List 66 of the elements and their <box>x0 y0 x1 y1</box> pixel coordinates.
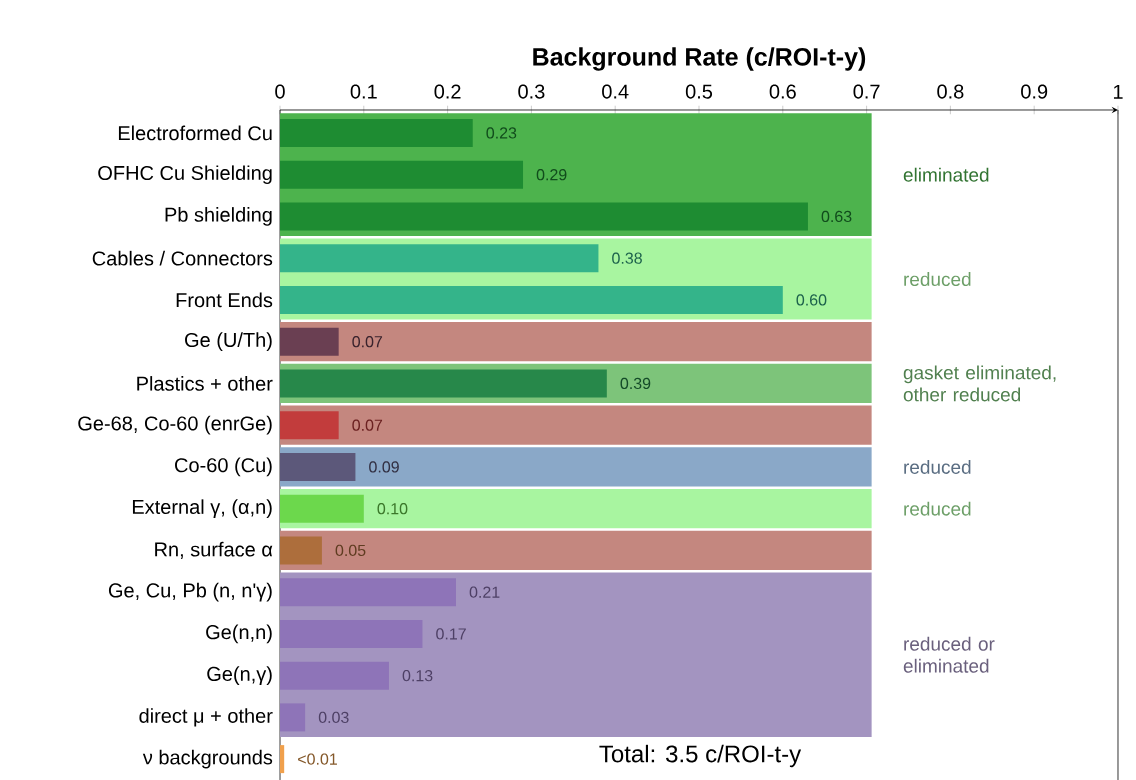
y-tick-label: Rn, surface α <box>155 541 273 559</box>
bar <box>280 536 322 565</box>
bar <box>280 411 339 440</box>
bar <box>280 160 524 189</box>
bar <box>280 578 456 607</box>
data-label: 0.10 <box>377 503 408 515</box>
y-tick-label: Ge-68, Co-60 (enrGe) <box>78 415 272 435</box>
x-tick-label: 0.3 <box>518 84 545 99</box>
data-label: 0.05 <box>335 544 366 557</box>
band-label: reduced <box>904 501 971 516</box>
x-tick-label: 1 <box>1113 84 1123 99</box>
y-tick-label: External γ, (α,n) <box>132 499 272 518</box>
x-tick-label: 0.9 <box>1021 84 1048 99</box>
data-label: 0.09 <box>369 461 399 473</box>
y-tick-label: Electroformed Cu <box>118 125 272 141</box>
y-tick-label: Pb shielding <box>165 207 272 226</box>
y-tick-label: Front Ends <box>176 292 273 308</box>
data-label: 0.21 <box>469 586 500 598</box>
y-tick-label: Ge (U/Th) <box>185 332 272 351</box>
band-label: reduced <box>904 459 971 474</box>
x-tick-label: 0 <box>275 84 285 99</box>
y-tick-label: Ge(n,n) <box>206 624 272 644</box>
x-tick-label: 0.1 <box>350 84 377 99</box>
bar <box>280 745 285 774</box>
bar <box>280 494 364 523</box>
y-tick-label: ν backgrounds <box>142 749 273 769</box>
bar <box>280 244 599 273</box>
data-label: 0.60 <box>796 294 827 306</box>
data-label: 0.17 <box>436 628 466 640</box>
bar <box>280 703 306 732</box>
bar <box>280 118 473 147</box>
y-tick-label: Ge, Cu, Pb (n, n'γ) <box>108 582 272 602</box>
data-label: 0.07 <box>352 336 383 348</box>
data-label: 0.39 <box>620 377 651 390</box>
band-label: gasket eliminated, other reduced <box>903 365 1056 402</box>
band-label: reduced or eliminated <box>903 636 995 673</box>
bar <box>280 661 389 690</box>
data-label: 0.38 <box>612 252 642 264</box>
band-label: reduced <box>904 272 971 287</box>
x-tick-label: 0.2 <box>434 84 461 99</box>
y-tick-label: OFHC Cu Shielding <box>98 165 272 185</box>
data-label: 0.13 <box>402 669 433 682</box>
x-axis-title: Background Rate (c/ROI-t-y) <box>533 47 866 71</box>
band-label: eliminated <box>903 167 989 182</box>
data-label: 0.29 <box>536 169 567 181</box>
x-tick-label: 0.6 <box>769 84 796 99</box>
x-tick-label: 0.5 <box>685 84 713 99</box>
data-label: <0.01 <box>298 753 337 765</box>
x-tick-label: 0.8 <box>937 84 964 99</box>
data-label: 0.07 <box>352 419 383 431</box>
x-tick-label: 0.7 <box>853 84 880 99</box>
bar <box>280 619 423 648</box>
data-label: 0.03 <box>318 711 349 724</box>
y-tick-label: Cables / Connectors <box>92 250 273 266</box>
bar <box>280 202 808 231</box>
annotation: Total: 3.5 c/ROI-t-y <box>599 744 802 768</box>
x-tick-label: 0.4 <box>602 84 629 99</box>
y-tick-label: Ge(n,γ) <box>207 666 272 685</box>
y-tick-label: Co-60 (Cu) <box>175 457 272 477</box>
y-tick-label: Plastics + other <box>137 376 273 391</box>
bar <box>280 327 339 356</box>
data-label: 0.23 <box>486 127 517 139</box>
bar <box>280 452 356 481</box>
bar <box>280 369 607 398</box>
y-tick-label: direct μ + other <box>139 708 273 727</box>
data-label: 0.63 <box>821 210 852 223</box>
